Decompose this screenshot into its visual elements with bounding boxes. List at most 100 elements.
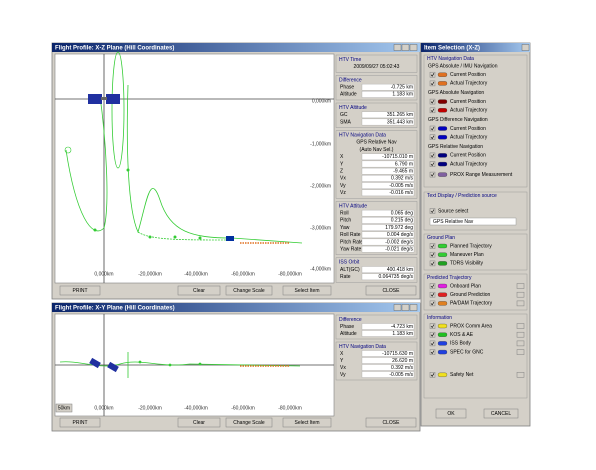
close-button[interactable]: [521, 44, 530, 51]
button[interactable]: [177, 417, 221, 428]
dropdown-value: GPS Relative Nav: [433, 219, 474, 225]
field-label: Vx: [340, 365, 346, 371]
checkbox[interactable]: [429, 331, 436, 338]
iss-icon-xy: [89, 357, 119, 373]
checkbox[interactable]: [429, 152, 436, 159]
button[interactable]: [435, 408, 467, 419]
checkbox[interactable]: [429, 372, 436, 378]
checkbox[interactable]: [429, 291, 436, 298]
x-axis-label: -20,000km: [138, 271, 162, 277]
xy-window-controls[interactable]: [393, 304, 418, 311]
field-label: ALT(GC): [340, 267, 360, 273]
button[interactable]: [225, 417, 273, 428]
checkbox[interactable]: [429, 208, 436, 214]
side-button[interactable]: [516, 349, 525, 355]
field-box: [361, 91, 415, 98]
button-label: CANCEL: [491, 411, 512, 417]
checkbox[interactable]: [429, 323, 436, 329]
checkbox[interactable]: [429, 251, 436, 258]
subgroup-title: GPS Difference Navigation: [428, 117, 488, 123]
button[interactable]: [59, 417, 101, 428]
x-axis-label: -40,000km: [184, 405, 208, 411]
legend-icon: [437, 252, 448, 257]
checkbox[interactable]: [429, 161, 436, 167]
button[interactable]: [282, 285, 332, 296]
field-box: [361, 273, 415, 281]
x-axis-label: -80,000km: [278, 271, 302, 277]
checkbox[interactable]: [429, 125, 436, 132]
check-mark: [430, 153, 435, 158]
checkbox[interactable]: [429, 134, 436, 140]
button[interactable]: [59, 285, 101, 296]
side-button[interactable]: [516, 283, 525, 289]
side-button[interactable]: [516, 340, 525, 347]
item-selection-title-bar: [421, 43, 530, 52]
checkbox[interactable]: [429, 283, 436, 289]
field-value: 1.183 km: [392, 331, 413, 337]
check-mark: [430, 284, 435, 289]
checkbox[interactable]: [429, 340, 436, 347]
button[interactable]: [177, 285, 221, 296]
checkbox[interactable]: [429, 171, 436, 178]
button[interactable]: [365, 417, 417, 428]
check-mark: [430, 373, 435, 377]
field-box: [361, 231, 415, 239]
field-label: X: [340, 351, 344, 357]
group-title: HTV Altitude: [339, 105, 367, 111]
panel-group: [335, 102, 418, 128]
field-label: Roll: [340, 211, 349, 217]
checkbox[interactable]: [429, 71, 436, 78]
x-axis-label: -40,000km: [184, 271, 208, 277]
xy-trajectory: [59, 352, 301, 378]
xz-plot: [54, 53, 335, 284]
checkbox[interactable]: [429, 300, 436, 307]
checkbox[interactable]: [429, 260, 436, 267]
button[interactable]: [225, 285, 273, 296]
field-box: [361, 182, 415, 189]
button-label: Select Item: [294, 288, 319, 294]
side-button[interactable]: [516, 323, 525, 329]
check-mark: [430, 73, 435, 77]
field-value: 1.183 km: [392, 92, 413, 98]
side-button[interactable]: [516, 300, 525, 307]
xz-window-controls[interactable]: [393, 44, 418, 51]
side-button[interactable]: [516, 291, 525, 298]
item-label: Ground Prediction: [450, 292, 491, 298]
item-label: TDRS Visibility: [450, 261, 483, 267]
check-mark: [430, 253, 435, 257]
field-value: -10715.010 m: [382, 154, 413, 160]
legend-icon: [437, 301, 448, 306]
button[interactable]: [483, 408, 519, 419]
button-label: Change Scale: [233, 420, 265, 426]
group-title: HTV Time: [339, 57, 361, 63]
side-button[interactable]: [516, 331, 525, 338]
side-button[interactable]: [516, 372, 525, 378]
checkbox[interactable]: [429, 243, 436, 249]
dropdown[interactable]: [429, 217, 517, 226]
xz-trajectory: [64, 51, 303, 244]
button[interactable]: [365, 285, 417, 296]
field-value: 351.443 km: [387, 119, 413, 125]
scale-label: 50km: [58, 406, 70, 412]
checkbox[interactable]: [429, 80, 436, 87]
field-value: -0.002 deg/s: [385, 239, 413, 245]
field-label: Y: [340, 358, 344, 364]
checkbox[interactable]: [429, 349, 436, 355]
check-mark: [430, 135, 435, 140]
field-value: -10715.630 m: [382, 351, 413, 357]
panel-group: [335, 75, 418, 101]
field-box: [361, 350, 415, 357]
field-label: Phase: [340, 85, 354, 91]
panel-text: GPS Relative Nav: [356, 140, 397, 146]
field-value: 6.790 m: [395, 161, 413, 167]
field-box: [361, 189, 415, 197]
checkbox[interactable]: [429, 98, 436, 105]
button-label: Clear: [193, 420, 205, 426]
field-box: [361, 330, 415, 337]
checkbox[interactable]: [429, 107, 436, 114]
legend-icon: [437, 323, 448, 329]
field-box: [361, 245, 415, 253]
field-value: 26.620 m: [392, 358, 413, 364]
button[interactable]: [282, 417, 332, 428]
check-mark: [430, 99, 435, 104]
